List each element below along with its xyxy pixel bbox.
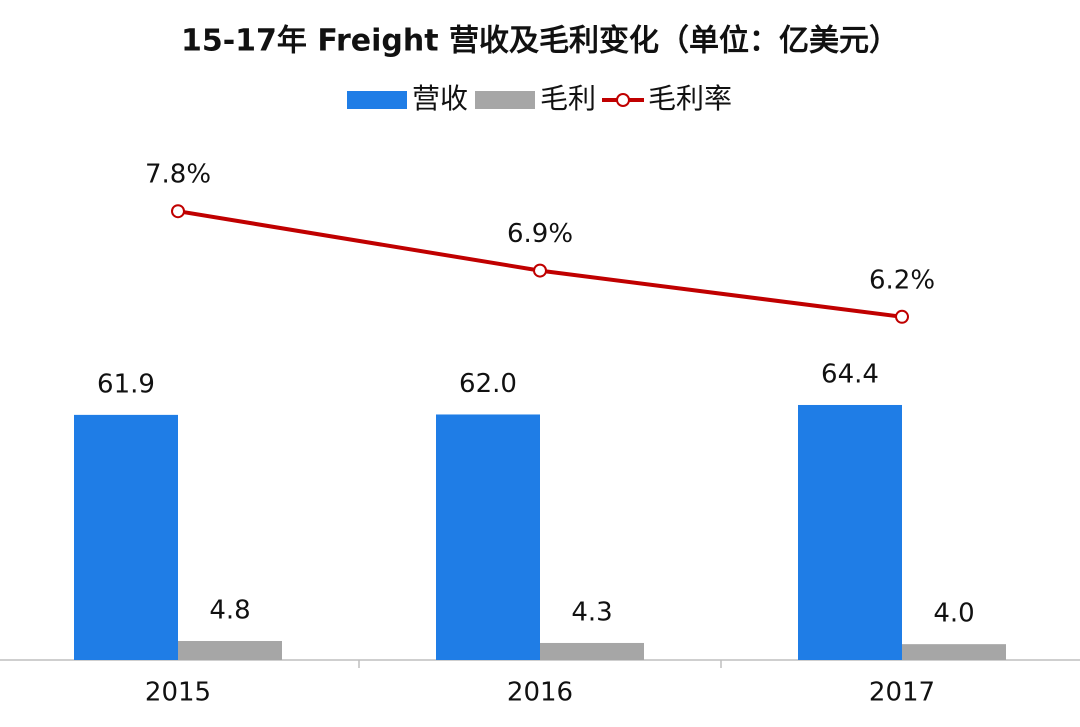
legend-label: 毛利 <box>540 82 596 115</box>
legend-swatch <box>475 91 535 109</box>
x-tick-label: 2016 <box>507 678 573 708</box>
bar <box>798 404 902 660</box>
legend-label: 毛利率 <box>648 82 732 115</box>
x-tick-label: 2017 <box>869 678 935 708</box>
chart-title: 15-17年 Freight 营收及毛利变化（单位：亿美元） <box>181 24 899 59</box>
legend-marker <box>616 93 630 107</box>
bar <box>178 640 282 660</box>
legend-label: 营收 <box>412 82 468 115</box>
legend-swatch <box>347 91 407 109</box>
bar <box>902 644 1006 660</box>
value-label: 62.0 <box>459 369 517 399</box>
bar <box>74 414 178 660</box>
value-label: 4.3 <box>571 597 612 627</box>
bar <box>540 642 644 660</box>
value-label: 4.8 <box>209 595 250 625</box>
line-marker <box>533 263 547 278</box>
line-marker <box>171 204 185 219</box>
x-tick-label: 2015 <box>145 678 211 708</box>
value-label: 61.9 <box>97 369 155 399</box>
line-marker <box>895 309 909 324</box>
value-label: 6.9% <box>507 219 573 249</box>
value-label: 4.0 <box>933 599 974 629</box>
value-label: 6.2% <box>869 265 935 295</box>
bar <box>436 414 540 660</box>
value-label: 7.8% <box>145 160 211 190</box>
value-label: 64.4 <box>821 359 879 389</box>
